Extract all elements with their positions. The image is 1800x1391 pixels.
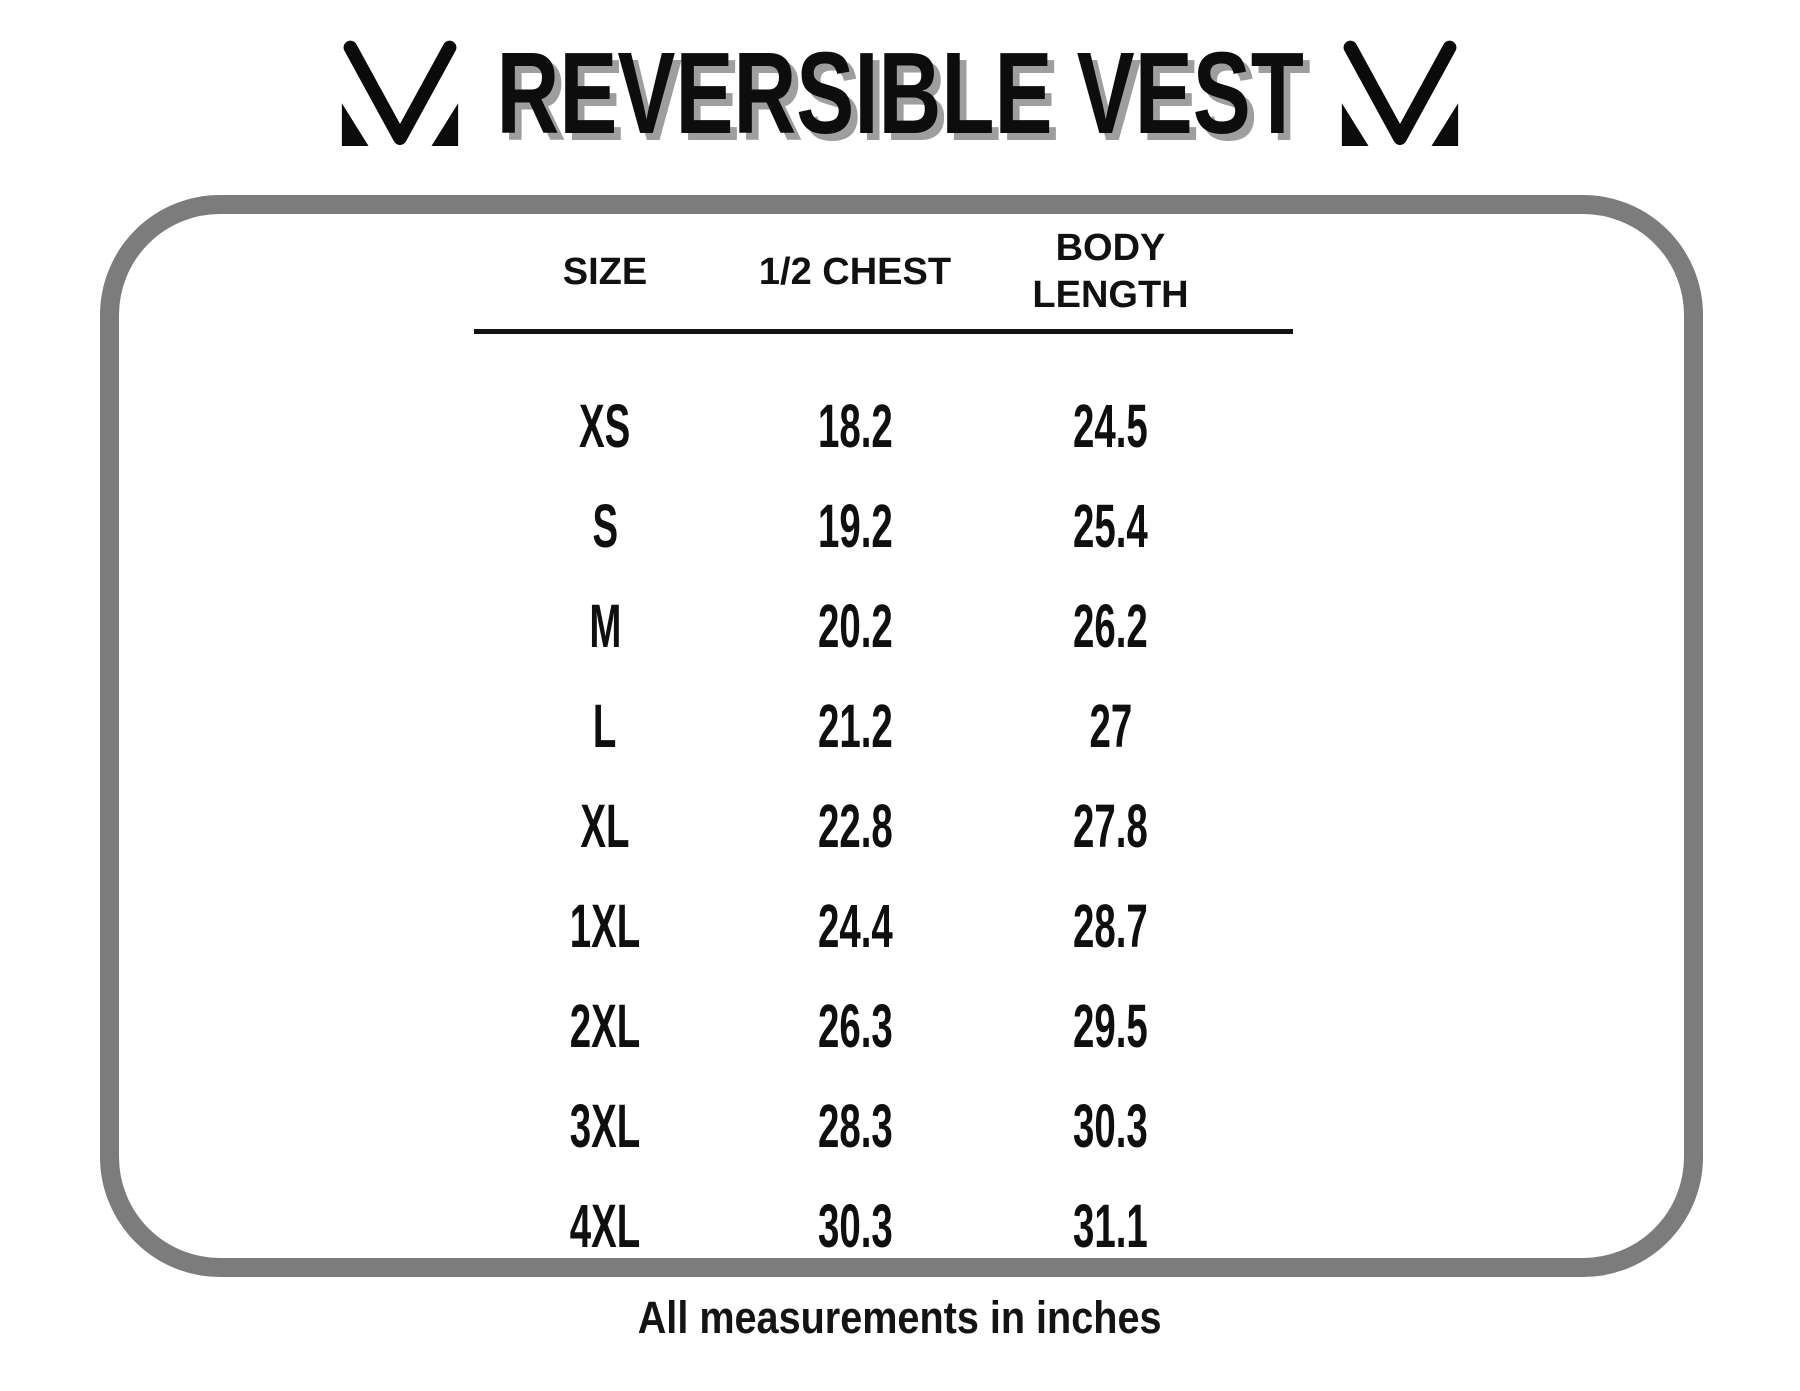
body-length-value: 27 <box>1089 692 1132 760</box>
column-header-half-chest: 1/2 CHEST <box>758 250 952 293</box>
size-label: L <box>593 692 617 760</box>
body-length-value: 27.8 <box>1073 792 1148 860</box>
body-length-value: 30.3 <box>1073 1092 1148 1160</box>
column-header-body-length: BODY LENGTH <box>1032 227 1189 316</box>
size-label: XS <box>579 392 631 460</box>
column-header-size: SIZE <box>562 250 648 293</box>
half-chest-value: 18.2 <box>817 392 893 460</box>
size-label: S <box>592 492 618 560</box>
table-header-row: SIZE 1/2 CHEST BODY LENGTH <box>480 214 1241 330</box>
half-chest-value: 22.8 <box>817 792 893 860</box>
size-chart-frame <box>100 195 1703 1277</box>
brand-m-logo-right-icon <box>1341 40 1459 146</box>
half-chest-value: 24.4 <box>817 892 893 960</box>
half-chest-value: 21.2 <box>817 692 893 760</box>
header: REVERSIBLE VEST <box>0 26 1800 160</box>
half-chest-value: 20.2 <box>817 592 893 660</box>
half-chest-value: 28.3 <box>817 1092 893 1160</box>
size-table: XS 18.2 24.5 S 19.2 25.4 M 20.2 26.2 L 2… <box>480 376 1241 1276</box>
header-rule <box>474 329 1293 334</box>
size-label: M <box>588 592 622 660</box>
brand-m-logo-left-icon <box>341 40 459 146</box>
size-label: 1XL <box>569 892 641 960</box>
body-length-value: 31.1 <box>1073 1192 1148 1260</box>
title-wrap: REVERSIBLE VEST <box>495 35 1305 151</box>
half-chest-value: 30.3 <box>817 1192 893 1260</box>
half-chest-value: 26.3 <box>817 992 893 1060</box>
size-label: XL <box>580 792 630 860</box>
body-length-value: 29.5 <box>1073 992 1148 1060</box>
half-chest-value: 19.2 <box>817 492 893 560</box>
body-length-value: 25.4 <box>1073 492 1148 560</box>
page-title: REVERSIBLE VEST <box>496 28 1304 158</box>
measurements-note-text: All measurements in inches <box>638 1292 1162 1343</box>
body-length-value: 24.5 <box>1073 392 1148 460</box>
body-length-value: 26.2 <box>1073 592 1148 660</box>
size-label: 2XL <box>569 992 641 1060</box>
size-label: 3XL <box>569 1092 641 1160</box>
measurements-note: All measurements in inches <box>0 1283 1800 1353</box>
size-label: 4XL <box>569 1192 641 1260</box>
body-length-value: 28.7 <box>1073 892 1148 960</box>
